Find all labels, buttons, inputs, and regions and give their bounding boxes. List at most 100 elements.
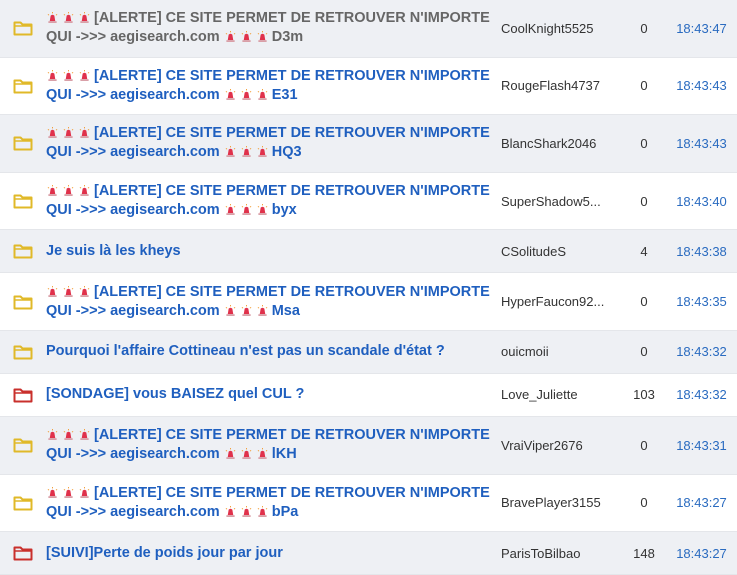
siren-emoji-icon (241, 29, 252, 43)
siren-emoji-icon (63, 68, 74, 81)
topic-title-line2: QUI ->>> aegisearch.com (46, 446, 220, 463)
topic-row[interactable]: [ALERTE] CE SITE PERMET DE RETROUVER N'I… (0, 475, 737, 533)
topic-row[interactable]: [ALERTE] CE SITE PERMET DE RETROUVER N'I… (0, 115, 737, 173)
topic-row[interactable]: [ALERTE] CE SITE PERMET DE RETROUVER N'I… (0, 58, 737, 116)
siren-emoji-icon (79, 485, 90, 498)
last-message-time[interactable]: 18:43:31 (676, 437, 727, 453)
siren-emoji-icon (241, 144, 252, 158)
last-message-time[interactable]: 18:43:27 (676, 545, 727, 561)
topic-title-line1: [ALERTE] CE SITE PERMET DE RETROUVER N'I… (94, 427, 490, 444)
topic-row[interactable]: [ALERTE] CE SITE PERMET DE RETROUVER N'I… (0, 0, 737, 58)
topic-author[interactable]: VraiViper2676 (501, 437, 583, 453)
reply-count: 0 (640, 135, 648, 151)
siren-emoji-icon (79, 68, 90, 81)
last-message-time[interactable]: 18:43:43 (676, 135, 727, 151)
topic-author[interactable]: ouicmoii (501, 344, 549, 360)
siren-emoji-icon (63, 427, 74, 441)
siren-emoji-icon (47, 284, 58, 297)
topic-row[interactable]: [ALERTE] CE SITE PERMET DE RETROUVER N'I… (0, 273, 737, 331)
reply-count: 148 (633, 545, 655, 561)
topic-title-link[interactable]: [ALERTE] CE SITE PERMET DE RETROUVER N'I… (46, 283, 501, 321)
topic-title-line2: QUI ->>> aegisearch.com (46, 29, 220, 46)
siren-emoji-icon (63, 485, 74, 498)
siren-emoji-icon (79, 183, 90, 197)
siren-emoji-icon (241, 202, 252, 216)
siren-emoji-icon (225, 144, 236, 158)
topic-row[interactable]: [SONDAGE] vous BAISEZ quel CUL ? Love_Ju… (0, 374, 737, 417)
topic-title-suffix: bPa (271, 503, 299, 520)
topic-title-suffix: D3m (271, 29, 304, 46)
siren-emoji-icon (47, 183, 58, 197)
topic-title-line1: [ALERTE] CE SITE PERMET DE RETROUVER N'I… (94, 484, 490, 501)
reply-count: 0 (640, 437, 648, 453)
topic-title-suffix: E31 (271, 86, 298, 103)
topic-author[interactable]: HyperFaucon92... (501, 294, 605, 310)
topic-title-link[interactable]: [ALERTE] CE SITE PERMET DE RETROUVER N'I… (46, 9, 501, 47)
topic-row[interactable]: [ALERTE] CE SITE PERMET DE RETROUVER N'I… (0, 173, 737, 231)
topic-title-link[interactable]: [SUIVI]Perte de poids jour par jour (46, 544, 501, 563)
siren-emoji-icon (47, 68, 58, 81)
siren-emoji-icon (257, 446, 268, 460)
topic-title-link[interactable]: [SONDAGE] vous BAISEZ quel CUL ? (46, 385, 501, 404)
siren-emoji-icon (241, 87, 252, 100)
last-message-time[interactable]: 18:43:38 (676, 243, 727, 259)
topic-author[interactable]: BlancShark2046 (501, 135, 597, 151)
reply-count: 0 (640, 78, 648, 94)
last-message-time[interactable]: 18:43:47 (676, 20, 727, 36)
topic-author[interactable]: CoolKnight5525 (501, 20, 594, 36)
folder-icon (0, 78, 46, 94)
last-message-time[interactable]: 18:43:32 (676, 387, 727, 403)
siren-emoji-icon (257, 303, 268, 316)
topic-title-link[interactable]: Pourquoi l'affaire Cottineau n'est pas u… (46, 342, 501, 361)
siren-emoji-icon (241, 504, 252, 517)
topic-author[interactable]: RougeFlash4737 (501, 78, 601, 94)
topic-title-line1: [ALERTE] CE SITE PERMET DE RETROUVER N'I… (94, 125, 490, 142)
siren-emoji-icon (257, 29, 268, 43)
topic-row[interactable]: Pourquoi l'affaire Cottineau n'est pas u… (0, 330, 737, 374)
siren-emoji-icon (225, 504, 236, 517)
topic-title-line1: [ALERTE] CE SITE PERMET DE RETROUVER N'I… (94, 67, 490, 84)
topic-row[interactable]: [SUIVI]Perte de poids jour par jour Pari… (0, 532, 737, 575)
topic-title-link[interactable]: [ALERTE] CE SITE PERMET DE RETROUVER N'I… (46, 484, 501, 522)
topic-title-line2: QUI ->>> aegisearch.com (46, 86, 220, 103)
topic-title-line1: [ALERTE] CE SITE PERMET DE RETROUVER N'I… (94, 283, 490, 300)
last-message-time[interactable]: 18:43:35 (676, 294, 727, 310)
topic-author[interactable]: ParisToBilbao (501, 545, 581, 561)
last-message-time[interactable]: 18:43:43 (676, 78, 727, 94)
topic-title-link[interactable]: [ALERTE] CE SITE PERMET DE RETROUVER N'I… (46, 182, 501, 220)
folder-icon (0, 495, 46, 511)
last-message-time[interactable]: 18:43:40 (676, 193, 727, 209)
topic-title-link[interactable]: [ALERTE] CE SITE PERMET DE RETROUVER N'I… (46, 426, 501, 464)
topic-title-suffix: lKH (271, 446, 297, 463)
siren-emoji-icon (241, 303, 252, 316)
folder-icon (0, 20, 46, 36)
topic-title-line2: QUI ->>> aegisearch.com (46, 144, 220, 161)
last-message-time[interactable]: 18:43:27 (676, 495, 727, 511)
folder-icon (0, 243, 46, 259)
siren-emoji-icon (257, 87, 268, 100)
siren-emoji-icon (79, 427, 90, 441)
topic-author[interactable]: Love_Juliette (501, 387, 578, 403)
siren-emoji-icon (63, 125, 74, 139)
topic-row[interactable]: Je suis là les kheys CSolitudeS 4 18:43:… (0, 230, 737, 274)
siren-emoji-icon (47, 485, 58, 498)
topic-title-link[interactable]: Je suis là les kheys (46, 242, 501, 261)
topic-title-link[interactable]: [ALERTE] CE SITE PERMET DE RETROUVER N'I… (46, 124, 501, 162)
topic-title-link[interactable]: [ALERTE] CE SITE PERMET DE RETROUVER N'I… (46, 67, 501, 105)
topic-author[interactable]: BravePlayer3155 (501, 495, 601, 511)
reply-count: 0 (640, 294, 648, 310)
siren-emoji-icon (225, 29, 236, 43)
topic-author[interactable]: CSolitudeS (501, 243, 567, 259)
siren-emoji-icon (47, 125, 58, 139)
topic-author[interactable]: SuperShadow5... (501, 193, 601, 209)
topic-title-text: Pourquoi l'affaire Cottineau n'est pas u… (46, 343, 445, 360)
last-message-time[interactable]: 18:43:32 (676, 344, 727, 360)
topic-row[interactable]: [ALERTE] CE SITE PERMET DE RETROUVER N'I… (0, 416, 737, 475)
topic-title-line1: [ALERTE] CE SITE PERMET DE RETROUVER N'I… (94, 10, 490, 27)
hot-folder-icon (0, 387, 46, 403)
folder-icon (0, 135, 46, 151)
hot-folder-icon (0, 545, 46, 561)
topic-title-line2: QUI ->>> aegisearch.com (46, 503, 220, 520)
siren-emoji-icon (257, 144, 268, 158)
